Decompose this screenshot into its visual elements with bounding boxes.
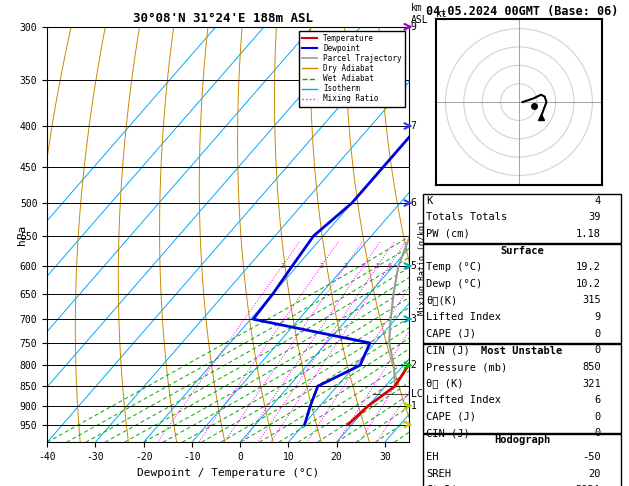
Text: 9: 9 <box>411 22 416 32</box>
Text: km
ASL: km ASL <box>411 3 428 25</box>
Text: 0: 0 <box>594 345 601 355</box>
Text: SREH: SREH <box>426 469 451 479</box>
Text: 9: 9 <box>594 312 601 322</box>
Text: © weatheronline.co.uk: © weatheronline.co.uk <box>460 471 584 481</box>
Text: -50: -50 <box>582 452 601 462</box>
Text: 7: 7 <box>411 121 416 131</box>
Legend: Temperature, Dewpoint, Parcel Trajectory, Dry Adiabat, Wet Adiabat, Isotherm, Mi: Temperature, Dewpoint, Parcel Trajectory… <box>299 31 405 106</box>
Text: Surface: Surface <box>500 246 544 256</box>
Text: Totals Totals: Totals Totals <box>426 212 507 223</box>
Text: 3: 3 <box>343 263 348 269</box>
Text: PW (cm): PW (cm) <box>426 229 470 239</box>
Text: 4: 4 <box>361 263 365 269</box>
Text: 19.2: 19.2 <box>576 262 601 273</box>
Text: 850: 850 <box>582 362 601 372</box>
Text: 2: 2 <box>411 360 416 370</box>
Text: 5: 5 <box>411 261 416 271</box>
Text: 20: 20 <box>588 469 601 479</box>
Text: 4: 4 <box>594 196 601 206</box>
Text: 1: 1 <box>281 263 284 269</box>
Text: 6: 6 <box>387 263 391 269</box>
Text: 1.18: 1.18 <box>576 229 601 239</box>
Text: CAPE (J): CAPE (J) <box>426 412 476 422</box>
Text: CIN (J): CIN (J) <box>426 345 470 355</box>
Text: 10.2: 10.2 <box>576 279 601 289</box>
Text: CAPE (J): CAPE (J) <box>426 329 476 339</box>
Text: θᴄ(K): θᴄ(K) <box>426 295 457 306</box>
Text: 1: 1 <box>411 401 416 411</box>
Text: 303°: 303° <box>576 485 601 486</box>
Text: 0: 0 <box>594 412 601 422</box>
Text: EH: EH <box>426 452 438 462</box>
Text: 315: 315 <box>582 295 601 306</box>
Text: 2: 2 <box>320 263 323 269</box>
Text: 39: 39 <box>588 212 601 223</box>
Text: 04.05.2024 00GMT (Base: 06): 04.05.2024 00GMT (Base: 06) <box>426 5 618 18</box>
Text: Dewp (°C): Dewp (°C) <box>426 279 482 289</box>
Text: 0: 0 <box>594 428 601 438</box>
Text: Pressure (mb): Pressure (mb) <box>426 362 507 372</box>
Text: hPa: hPa <box>17 225 27 244</box>
Text: θᴄ (K): θᴄ (K) <box>426 379 464 389</box>
Text: Lifted Index: Lifted Index <box>426 312 501 322</box>
Text: Mixing Ratio (g/kg): Mixing Ratio (g/kg) <box>418 220 427 315</box>
Text: LCL: LCL <box>411 389 428 399</box>
Text: Temp (°C): Temp (°C) <box>426 262 482 273</box>
Text: kt: kt <box>437 9 448 18</box>
Text: 321: 321 <box>582 379 601 389</box>
Text: StmDir: StmDir <box>426 485 464 486</box>
Text: Most Unstable: Most Unstable <box>481 346 563 356</box>
Text: 6: 6 <box>594 395 601 405</box>
Text: 0: 0 <box>594 329 601 339</box>
Text: 30°08'N 31°24'E 188m ASL: 30°08'N 31°24'E 188m ASL <box>133 12 313 25</box>
X-axis label: Dewpoint / Temperature (°C): Dewpoint / Temperature (°C) <box>137 468 319 478</box>
Text: 6: 6 <box>411 198 416 208</box>
Text: K: K <box>426 196 432 206</box>
Text: 5: 5 <box>376 263 379 269</box>
Text: 3: 3 <box>411 314 416 324</box>
Text: CIN (J): CIN (J) <box>426 428 470 438</box>
Text: Lifted Index: Lifted Index <box>426 395 501 405</box>
Text: Hodograph: Hodograph <box>494 435 550 446</box>
